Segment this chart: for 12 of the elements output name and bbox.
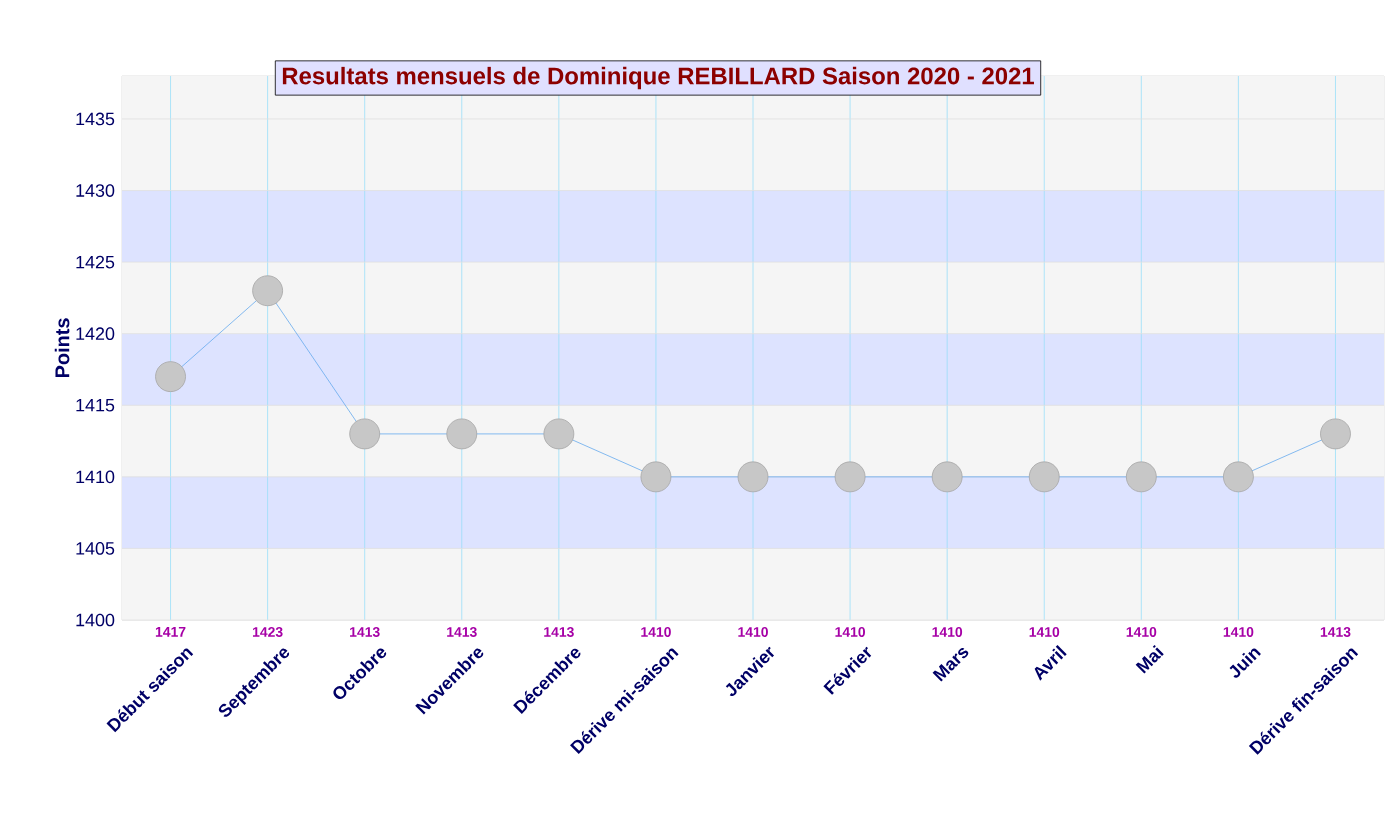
- chart-title: Resultats mensuels de Dominique REBILLARD Saison 2020 - 2021: [282, 66, 1034, 90]
- y-tick-label: 1400: [76, 613, 115, 627]
- y-tick-label: 1435: [76, 112, 115, 126]
- x-tick-label: Juin: [1229, 648, 1261, 678]
- y-tick-label: 1415: [76, 399, 115, 412]
- y-tick-label: 1425: [76, 255, 115, 269]
- x-tick-label: Mai: [1135, 645, 1164, 674]
- y-tick-label: 1430: [76, 184, 115, 197]
- y-tick-label: 1420: [76, 327, 115, 341]
- y-tick-label: 1410: [76, 470, 115, 484]
- y-tick-label: 1405: [76, 542, 115, 555]
- y-axis-title: Points: [54, 318, 70, 378]
